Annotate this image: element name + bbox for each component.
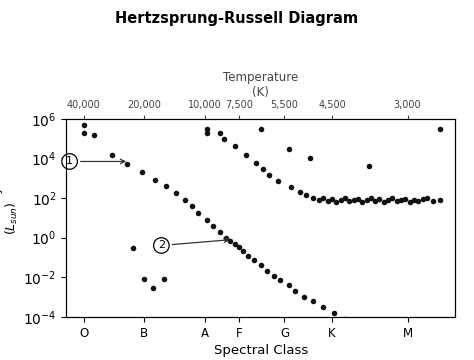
Point xyxy=(376,196,383,202)
Point xyxy=(276,278,284,283)
Text: Hertzsprung-Russell Diagram: Hertzsprung-Russell Diagram xyxy=(116,11,358,26)
Point xyxy=(307,156,314,161)
Point xyxy=(397,197,405,203)
Point xyxy=(108,152,116,158)
Text: 2: 2 xyxy=(158,238,228,251)
X-axis label: Spectral Class: Spectral Class xyxy=(214,344,308,357)
Point xyxy=(257,262,264,268)
Point xyxy=(264,268,271,274)
Point xyxy=(140,276,148,282)
Point xyxy=(423,195,431,201)
Point xyxy=(309,195,316,201)
Point xyxy=(384,197,392,203)
Point xyxy=(129,245,137,251)
Point xyxy=(296,189,303,195)
Point xyxy=(365,163,373,169)
Point xyxy=(149,285,156,291)
Point xyxy=(210,223,217,229)
Point xyxy=(160,276,167,282)
Point xyxy=(350,197,357,203)
Point xyxy=(300,294,308,300)
Point xyxy=(203,217,210,222)
Point xyxy=(285,282,292,288)
Point xyxy=(436,126,444,132)
Point xyxy=(315,197,323,203)
Point xyxy=(244,253,252,259)
Point xyxy=(220,136,228,141)
Point xyxy=(309,298,316,304)
Point xyxy=(421,350,428,356)
Point xyxy=(80,130,87,135)
Point xyxy=(80,122,87,128)
Text: 1: 1 xyxy=(66,157,125,166)
Point xyxy=(216,229,223,234)
Point xyxy=(404,344,411,350)
Point xyxy=(203,130,210,135)
Point xyxy=(270,273,277,279)
Point xyxy=(429,198,437,204)
Point xyxy=(257,126,264,132)
Point xyxy=(203,126,210,132)
Point xyxy=(231,144,238,149)
Point xyxy=(222,235,230,240)
Y-axis label: Luminosity
($L_{sun}$): Luminosity ($L_{sun}$) xyxy=(0,184,20,252)
Point xyxy=(406,199,413,205)
Point xyxy=(287,184,295,190)
Point xyxy=(332,199,340,205)
Point xyxy=(188,203,195,209)
Point xyxy=(354,322,362,328)
Point xyxy=(367,195,374,201)
Point xyxy=(265,172,273,177)
Point xyxy=(319,305,327,310)
Point xyxy=(173,190,180,196)
Point xyxy=(393,198,401,204)
Point xyxy=(250,258,258,264)
Point xyxy=(240,248,247,254)
Point xyxy=(231,241,238,247)
Point xyxy=(410,197,418,203)
Point xyxy=(346,198,353,204)
Point xyxy=(324,198,331,204)
Point xyxy=(319,195,327,201)
Point xyxy=(341,195,349,201)
Point xyxy=(151,177,159,183)
X-axis label: Temperature
(K): Temperature (K) xyxy=(223,71,298,99)
Point xyxy=(401,196,409,202)
Point xyxy=(253,160,260,166)
Point xyxy=(259,166,267,172)
Point xyxy=(194,210,202,216)
Point xyxy=(235,244,243,249)
Point xyxy=(363,197,370,203)
Point xyxy=(389,195,396,201)
Point xyxy=(123,162,131,167)
Point xyxy=(91,132,98,138)
Point xyxy=(436,197,444,203)
Point xyxy=(341,316,349,321)
Point xyxy=(292,288,299,294)
Point xyxy=(227,238,234,244)
Point xyxy=(330,310,338,316)
Point xyxy=(285,146,292,152)
Point xyxy=(274,179,282,184)
Point xyxy=(337,197,345,203)
Point xyxy=(436,354,444,359)
Point xyxy=(242,152,249,158)
Point xyxy=(371,198,379,204)
Point xyxy=(328,196,336,202)
Point xyxy=(371,328,379,333)
Point xyxy=(302,192,310,197)
Point xyxy=(415,198,422,204)
Point xyxy=(358,199,366,205)
Point xyxy=(380,199,388,205)
Point xyxy=(182,197,189,203)
Point xyxy=(386,336,394,341)
Point xyxy=(162,183,170,189)
Point xyxy=(354,196,362,202)
Point xyxy=(419,196,427,202)
Point xyxy=(216,130,223,135)
Point xyxy=(138,169,146,175)
